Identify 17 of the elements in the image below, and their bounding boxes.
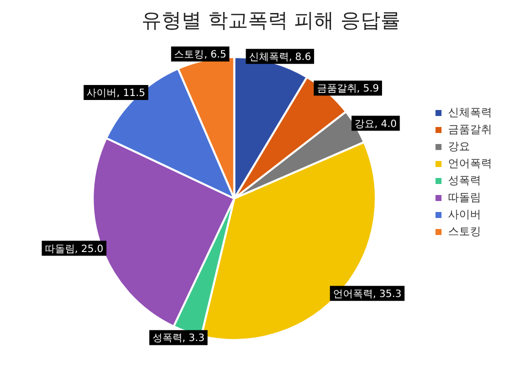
data-label: 사이버, 11.5 [86,88,146,100]
legend-label: 금품갈취 [448,122,492,136]
chart-title: 유형별 학교폭력 피해 응답률 [141,8,401,32]
data-label: 강요, 4.0 [354,118,397,130]
legend-label: 사이버 [448,208,481,221]
data-label: 금품갈취, 5.9 [316,84,380,95]
legend-label: 신체폭력 [448,106,492,119]
data-label: 따돌림, 25.0 [44,244,104,255]
data-label: 성폭력, 3.3 [152,333,205,344]
legend-label: 스토킹 [448,224,481,238]
data-label: 신체폭력, 8.6 [248,52,312,63]
data-label: 언어폭력, 35.3 [332,288,402,300]
legend-label: 성폭력 [448,174,481,187]
legend-label: 따돌림 [448,190,481,204]
legend-label: 언어폭력 [448,156,492,170]
data-label: 스토킹, 6.5 [174,50,226,61]
legend-label: 강요 [448,140,470,153]
